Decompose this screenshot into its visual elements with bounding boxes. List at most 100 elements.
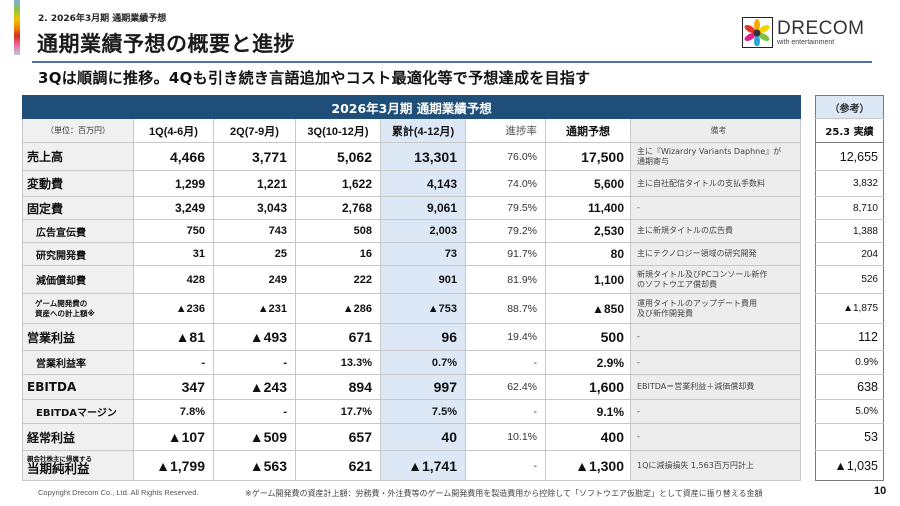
remarks: 主にテクノロジー領域の研究開発 xyxy=(629,242,802,266)
row-label-text: EBITDA xyxy=(27,380,77,394)
table-row: ゲーム開発費の 資産への計上額※ ▲236 ▲231 ▲286 ▲753 88.7% ▲850… xyxy=(22,293,802,324)
q3-value: 16 xyxy=(295,242,381,266)
cumulative-value: 7.5% xyxy=(380,399,466,424)
row-label-text: 研究開発費 xyxy=(36,250,86,262)
row-label-text: 減価償却費 xyxy=(36,276,86,287)
remarks: - xyxy=(629,323,802,351)
note-line: - xyxy=(637,406,640,416)
q2-value: - xyxy=(213,399,296,424)
full-year-forecast: ▲850 xyxy=(545,293,631,324)
q2-value: 743 xyxy=(213,219,296,243)
q1-value: 7.8% xyxy=(133,399,214,424)
table-row: 固定費 3,249 3,043 2,768 9,061 79.5% 11,400- xyxy=(22,196,802,220)
note-line: - xyxy=(637,332,640,341)
reference-row: 8,710 xyxy=(815,196,884,220)
row-label-text: 変動費 xyxy=(27,177,64,191)
q1-value: 750 xyxy=(133,219,214,243)
q3-value: 657 xyxy=(295,423,381,451)
full-year-forecast: 80 xyxy=(545,242,631,266)
table-row: 経常利益 ▲107 ▲509 657 40 10.1% 400- xyxy=(22,423,802,451)
full-year-forecast: 5,600 xyxy=(545,170,631,197)
q1-value: ▲236 xyxy=(133,293,214,324)
logo-tagline: with entertainment xyxy=(777,38,835,46)
remarks: 新規タイトル及びPCコンソール新作 のソフトウエア償却費 xyxy=(629,265,802,294)
remarks: - xyxy=(629,423,802,451)
progress-rate: 76.0% xyxy=(465,142,546,171)
q3-value: 671 xyxy=(295,323,381,351)
cumulative-value: 9,061 xyxy=(380,196,466,220)
row-label: 減価償却費 xyxy=(22,265,134,294)
column-header: 備考 xyxy=(629,118,802,143)
table-row: 売上高 4,466 3,771 5,062 13,301 76.0% 17,500 主に『Wi… xyxy=(22,142,802,171)
full-year-forecast: 400 xyxy=(545,423,631,451)
cumulative-value: 0.7% xyxy=(380,350,466,375)
row-label: 広告宣伝費 xyxy=(22,219,134,243)
row-label-line: ゲーム開発費の xyxy=(35,299,88,309)
reference-value: 53 xyxy=(815,423,884,451)
remarks: - xyxy=(629,196,802,220)
copyright: Copyright Drecom Co., Ltd. All Rights Re… xyxy=(38,488,199,497)
full-year-forecast: 11,400 xyxy=(545,196,631,220)
full-year-forecast: ▲1,300 xyxy=(545,450,631,481)
full-year-forecast: 1,600 xyxy=(545,374,631,400)
progress-rate: 88.7% xyxy=(465,293,546,324)
section-label: 2. 2026年3月期 通期業績予想 xyxy=(38,14,167,24)
progress-rate: - xyxy=(465,350,546,375)
row-label: 営業利益率 xyxy=(22,350,134,375)
reference-header: （参考） xyxy=(815,95,884,119)
row-label-prefix: 親会社株主に帰属する xyxy=(27,454,92,463)
cumulative-value: 40 xyxy=(380,423,466,451)
q2-value: 3,043 xyxy=(213,196,296,220)
progress-rate: 91.7% xyxy=(465,242,546,266)
reference-value: 12,655 xyxy=(815,142,884,171)
q2-value: ▲509 xyxy=(213,423,296,451)
note-line: EBITDA＝営業利益＋減価償却費 xyxy=(637,382,755,391)
row-label-text: 営業利益率 xyxy=(36,359,86,370)
brand-color-bar xyxy=(14,0,20,55)
row-label: 売上高 xyxy=(22,142,134,171)
reference-value: 8,710 xyxy=(815,196,884,220)
q1-value: ▲1,799 xyxy=(133,450,214,481)
remarks: 主に自社配信タイトルの支払手数料 xyxy=(629,170,802,197)
q3-value: 5,062 xyxy=(295,142,381,171)
note-line: 1Qに減損損失 1,563百万円計上 xyxy=(637,460,754,470)
full-year-forecast: 17,500 xyxy=(545,142,631,171)
note-line: 運用タイトルのアップデート費用 xyxy=(637,298,757,308)
q1-value: 1,299 xyxy=(133,170,214,197)
cumulative-value: 901 xyxy=(380,265,466,294)
note-line: 主にテクノロジー領域の研究開発 xyxy=(637,249,757,258)
reference-value: 1,388 xyxy=(815,219,884,243)
cumulative-value: 13,301 xyxy=(380,142,466,171)
row-label-text: 経常利益 xyxy=(27,430,76,445)
row-label: 変動費 xyxy=(22,170,134,197)
q3-value: 13.3% xyxy=(295,350,381,375)
row-label-text: EBITDAマージン xyxy=(36,408,117,419)
reference-table: （参考） 25.3 実績 12,655 3,832 8,710 1,388 204 526… xyxy=(815,95,884,481)
progress-rate: 79.5% xyxy=(465,196,546,220)
reference-value: ▲1,035 xyxy=(815,450,884,481)
logo-name: DRECOM xyxy=(777,17,865,39)
row-label: 固定費 xyxy=(22,196,134,220)
q3-value: ▲286 xyxy=(295,293,381,324)
column-header: 進捗率 xyxy=(465,118,546,143)
reference-value: 0.9% xyxy=(815,350,884,375)
unit-label: （単位：百万円） xyxy=(22,118,134,143)
reference-row: 526 xyxy=(815,265,884,294)
drecom-logo: DRECOM with entertainment xyxy=(742,15,868,49)
remarks: 運用タイトルのアップデート費用 及び新作開発費 xyxy=(629,293,802,324)
reference-value: 112 xyxy=(815,323,884,351)
remarks: - xyxy=(629,350,802,375)
table-row: EBITDA 347 ▲243 894 997 62.4% 1,600 EBITDA＝営業利益… xyxy=(22,374,802,400)
row-label: EBITDAマージン xyxy=(22,399,134,424)
q1-value: - xyxy=(133,350,214,375)
note-line: - xyxy=(637,357,640,367)
cumulative-value: 73 xyxy=(380,242,466,266)
column-header: 2Q(7-9月) xyxy=(213,118,296,143)
table-row: EBITDAマージン 7.8% -17.7% 7.5% -9.1% - xyxy=(22,399,802,424)
q2-value: - xyxy=(213,350,296,375)
column-header: 3Q(10-12月) xyxy=(295,118,381,143)
row-label: 研究開発費 xyxy=(22,242,134,266)
column-header: 1Q(4-6月) xyxy=(133,118,214,143)
cumulative-value: 96 xyxy=(380,323,466,351)
table-row: 変動費 1,299 1,221 1,622 4,143 74.0% 5,600 主に自社配信タ… xyxy=(22,170,802,197)
